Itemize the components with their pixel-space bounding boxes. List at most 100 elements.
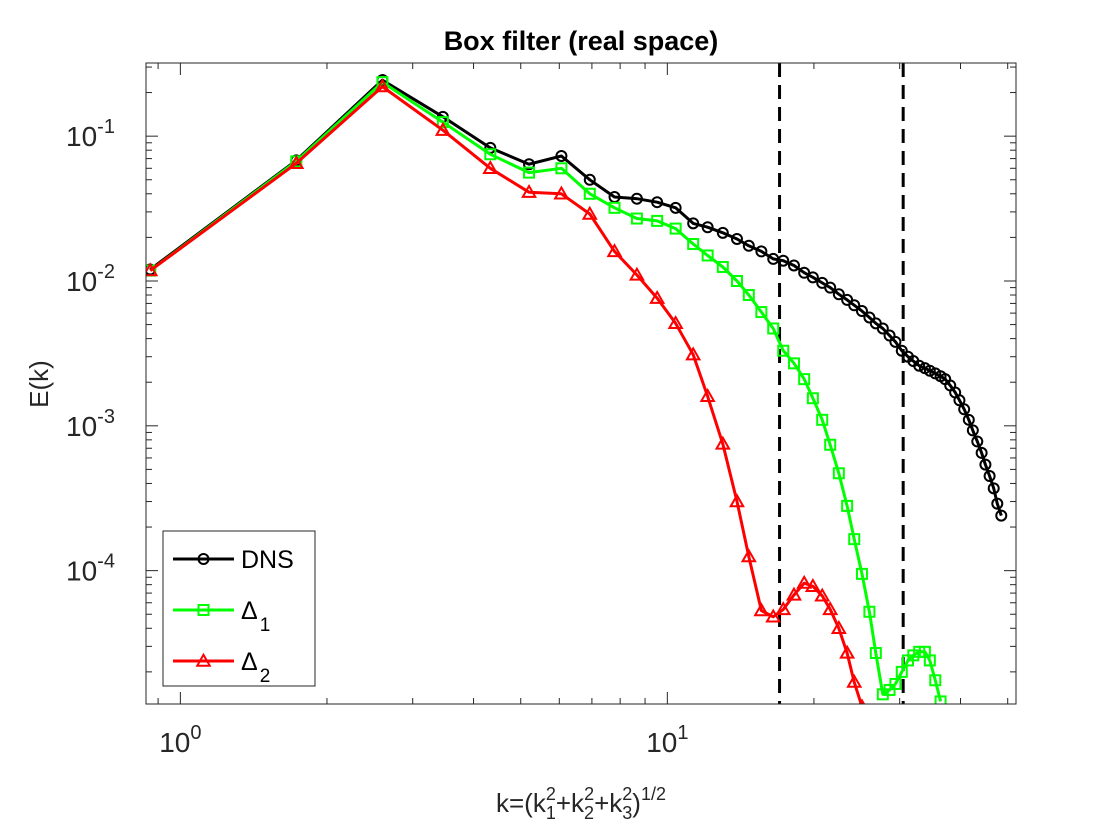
legend-label-3: Δ2	[241, 648, 270, 687]
series-3-point-21	[786, 586, 802, 601]
series-1-point-11	[651, 196, 664, 209]
series-3-point-19	[765, 608, 782, 623]
series-2-point-13	[687, 238, 700, 251]
series-2-point-28	[848, 533, 861, 546]
series-3-point-9	[606, 243, 623, 258]
series-1-point-34	[889, 335, 902, 348]
series-2-point-41	[929, 674, 942, 687]
series-2-point-25	[824, 438, 837, 451]
series-1-point-55	[991, 497, 1004, 510]
series-3-point-23	[804, 578, 821, 592]
series-3	[146, 78, 866, 704]
series-1-point-49	[966, 424, 979, 437]
series-1-point-51	[975, 446, 988, 459]
series-3-point-11	[649, 289, 666, 304]
series-1-point-52	[979, 458, 992, 471]
series-1-point-54	[987, 482, 1000, 495]
series-3-point-4	[434, 121, 451, 136]
x-tick-label-2: 101	[646, 722, 688, 758]
series-2-point-5	[484, 148, 497, 161]
series-2	[146, 76, 947, 704]
series-1-point-14	[701, 221, 714, 234]
series-1-point-20	[777, 254, 790, 267]
series-1-point-18	[755, 245, 768, 258]
legend-label-1: DNS	[241, 546, 294, 574]
x-axis-label: k=(k12+k22+k32)1/2	[496, 784, 666, 823]
series-3-point-3	[374, 78, 391, 93]
series-1-point-53	[983, 470, 996, 483]
series-2-point-31	[869, 646, 882, 659]
series-2-point-26	[832, 467, 845, 480]
series-2-point-14	[701, 249, 714, 262]
y-axis-label: E(k)	[24, 360, 54, 408]
series-1-point-26	[832, 288, 845, 301]
ticks: 100 101 10-1 10-2 10-3 10-4	[66, 63, 1016, 758]
series-1-point-23	[806, 271, 819, 284]
series-1-point-47	[958, 403, 971, 416]
series-3-point-7	[553, 185, 570, 200]
legend-marker-2	[197, 604, 210, 616]
series-2-point-8	[583, 187, 596, 200]
series-3-point-26	[830, 620, 847, 634]
series-1-point-10	[630, 192, 643, 205]
series-2-point-30	[863, 605, 876, 618]
series-3-point-27	[839, 644, 856, 659]
series-3-point-22	[796, 574, 813, 589]
series-2-point-19	[767, 322, 780, 335]
series-1-point-13	[687, 217, 700, 230]
series-1-point-38	[913, 359, 926, 372]
series-3-point-2	[288, 154, 305, 169]
series-2-point-18	[755, 306, 768, 319]
series-2-point-20	[777, 344, 790, 357]
series-3-point-10	[628, 266, 645, 281]
series-2-point-6	[523, 166, 536, 179]
series-1-point-30	[863, 311, 876, 324]
legend-marker-1	[197, 553, 210, 565]
legend-marker-3	[195, 652, 212, 667]
series-3-point-1	[146, 262, 159, 277]
series-1-point-25	[824, 281, 837, 294]
series-1-point-15	[716, 226, 729, 239]
series-1-point-12	[669, 201, 682, 214]
plot-frame	[145, 62, 1017, 705]
series-2-point-15	[716, 260, 729, 273]
series-3-point-25	[822, 601, 839, 616]
chart-title: Box filter (real space)	[444, 26, 719, 56]
legend-label-2: Δ1	[241, 597, 270, 636]
series-1-point-6	[523, 158, 536, 171]
series-2-point-22	[798, 373, 811, 386]
y-tick-label-1: 10-1	[66, 116, 115, 152]
series-2-point-29	[855, 567, 868, 580]
series-layer	[146, 74, 1008, 704]
series-3-point-5	[482, 160, 499, 174]
series-1-point-50	[971, 435, 984, 448]
series-2-point-10	[630, 212, 643, 225]
legend-item-1: DNS	[173, 546, 294, 574]
series-3-point-15	[714, 435, 731, 450]
legend-item-2: Δ1	[173, 597, 270, 636]
series-1-point-21	[787, 259, 800, 272]
series-2-point-12	[669, 222, 682, 235]
series-2-point-21	[787, 357, 800, 370]
series-3-point-13	[685, 346, 702, 361]
series-3-point-17	[740, 548, 757, 563]
series-2-point-34	[889, 677, 902, 690]
vertical-lines	[778, 63, 905, 704]
y-tick-label-4: 10-4	[66, 551, 115, 587]
series-3-point-8	[581, 205, 598, 220]
y-tick-label-2: 10-2	[66, 261, 115, 297]
series-2-point-11	[651, 214, 664, 227]
series-3-point-20	[775, 601, 792, 616]
series-2-point-27	[841, 499, 854, 512]
series-2-point-40	[923, 654, 936, 667]
y-tick-label-3: 10-3	[66, 406, 115, 442]
series-3-point-18	[753, 602, 770, 617]
legend: DNS Δ1 Δ2	[162, 530, 316, 687]
series-2-point-24	[816, 413, 829, 426]
series-2-point-35	[895, 665, 908, 678]
series-2-point-9	[608, 201, 621, 214]
series-2-point-4	[436, 116, 449, 129]
series-2-point-7	[555, 162, 568, 175]
series-3-point-6	[521, 183, 538, 198]
